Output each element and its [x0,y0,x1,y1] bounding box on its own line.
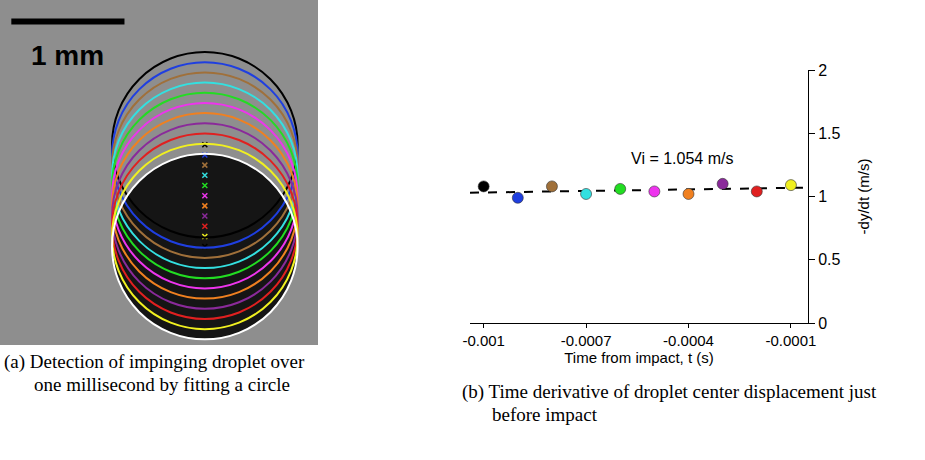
svg-text:1 mm: 1 mm [31,40,104,71]
html-text:(a) Detection of impinging dro: (a) Detection of impinging droplet over … [4,351,305,395]
svg-text:1.5: 1.5 [818,125,840,142]
svg-text:Time from impact, t (s): Time from impact, t (s) [564,349,713,366]
svg-text:1: 1 [818,188,827,205]
svg-text:Vi = 1.054 m/s: Vi = 1.054 m/s [631,150,733,167]
svg-text:0: 0 [818,315,827,332]
svg-text:0.5: 0.5 [818,251,840,268]
html-text:(b) Time derivative of droplet: (b) Time derivative of droplet center di… [462,381,877,425]
svg-text:2: 2 [818,62,827,79]
svg-text:-0.0001: -0.0001 [765,332,816,349]
svg-text:-0.0004: -0.0004 [663,332,714,349]
svg-text:-0.001: -0.001 [462,332,505,349]
svg-text:-0.0007: -0.0007 [561,332,612,349]
svg-text:-dy/dt (m/s): -dy/dt (m/s) [855,159,872,235]
